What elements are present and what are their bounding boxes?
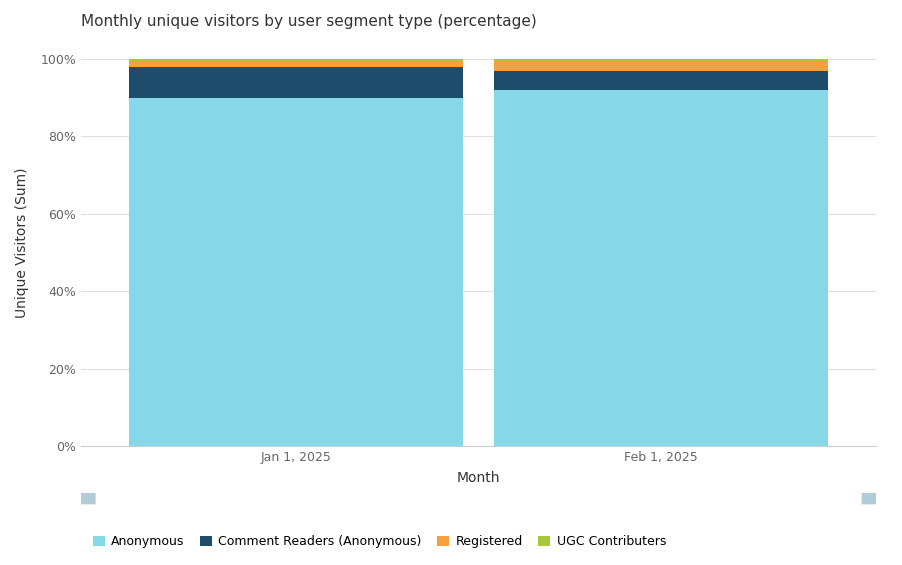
Text: Monthly unique visitors by user segment type (percentage): Monthly unique visitors by user segment … xyxy=(81,14,537,29)
Bar xyxy=(129,59,462,61)
Bar xyxy=(129,98,462,446)
X-axis label: Month: Month xyxy=(456,471,500,485)
Bar xyxy=(129,67,462,98)
Bar xyxy=(494,90,827,446)
Bar xyxy=(494,71,827,90)
Bar xyxy=(129,61,462,67)
Y-axis label: Unique Visitors (Sum): Unique Visitors (Sum) xyxy=(15,168,30,318)
FancyBboxPatch shape xyxy=(861,493,879,505)
Bar xyxy=(494,61,827,71)
Bar xyxy=(494,59,827,61)
FancyBboxPatch shape xyxy=(78,493,96,505)
Legend: Anonymous, Comment Readers (Anonymous), Registered, UGC Contributers: Anonymous, Comment Readers (Anonymous), … xyxy=(87,530,670,553)
